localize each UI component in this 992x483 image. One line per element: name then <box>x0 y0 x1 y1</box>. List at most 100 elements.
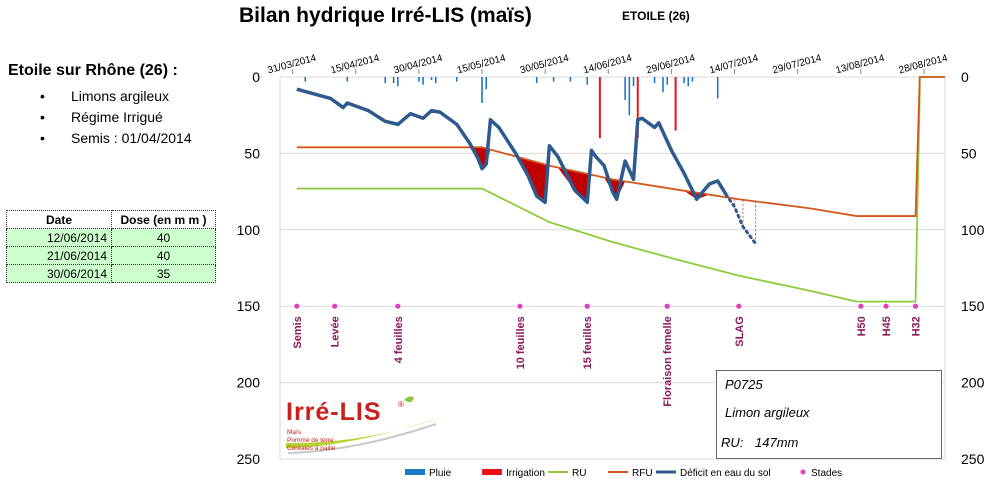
pluie-bar <box>304 77 307 82</box>
stage-label: H50 <box>856 316 868 336</box>
pluie-bar <box>434 77 437 84</box>
stage-label: H32 <box>911 316 923 336</box>
irrigation-bar <box>636 77 639 139</box>
parcel-code: P0725 <box>725 377 763 392</box>
stage-marker <box>517 303 523 309</box>
site-list: Limons argileux Régime Irrigué Semis : 0… <box>8 86 228 149</box>
stage-label: Levée <box>330 316 342 347</box>
pluie-bar <box>346 77 349 82</box>
legend-label: Stades <box>811 468 842 479</box>
station-label: ETOILE (26) <box>622 9 690 23</box>
stage-label: 15 feuilles <box>582 316 594 369</box>
irre-lis-logo: Irré-LIS ® Maïs Pomme de terre Céréales … <box>286 396 456 462</box>
stage-marker <box>736 303 742 309</box>
stage-marker <box>584 303 590 309</box>
table-cell-dose: 35 <box>111 264 216 283</box>
logo-crop-line: Céréales à paille <box>287 445 336 452</box>
pluie-bar <box>418 77 420 82</box>
deficit-line <box>296 87 728 205</box>
pluie-bar <box>552 77 555 82</box>
pluie-bar <box>624 77 626 100</box>
logo-crop-line: Maïs <box>287 429 302 436</box>
site-title: Etoile sur Rhône (26) : <box>8 62 178 79</box>
bar-layer <box>304 77 719 139</box>
pluie-bar <box>481 77 483 103</box>
irrigation-bar <box>598 77 601 139</box>
logo-crops: Maïs Pomme de terre Céréales à paille <box>287 429 335 453</box>
table-cell-dose: 40 <box>111 246 216 265</box>
table-row: 30/06/2014 35 <box>6 264 216 283</box>
pluie-bar <box>485 77 488 90</box>
legend-swatch-irrigation <box>482 469 502 475</box>
y-tick-label-left: 150 <box>237 298 261 314</box>
pluie-bar <box>716 77 719 99</box>
chart-grid <box>279 76 946 460</box>
pluie-bar <box>632 77 635 87</box>
pluie-bar <box>397 77 399 87</box>
stage-label: SLAG <box>734 316 746 347</box>
stage-marker <box>883 303 889 309</box>
pluie-bar <box>666 77 669 85</box>
site-item-regime: Régime Irrigué <box>8 107 228 128</box>
irrigation-table: Date Dose (en m m ) 12/06/2014 40 21/06/… <box>6 210 216 283</box>
legend-swatch-pluie <box>405 469 425 475</box>
pluie-bar <box>687 77 690 87</box>
stages-layer: Semis Levée 4 feuilles 10 feuilles 15 feuill… <box>292 303 923 407</box>
logo-registered-mark: ® <box>398 400 404 409</box>
series-layer <box>296 76 945 303</box>
legend-label: Pluie <box>429 468 452 479</box>
stage-label: Semis <box>292 316 304 348</box>
stage-label: Floraison femelle <box>662 316 674 406</box>
pluie-bar <box>691 77 694 82</box>
pluie-bar <box>586 77 589 85</box>
y-tick-label-left: 100 <box>237 222 261 238</box>
stage-marker <box>294 303 300 309</box>
y-tick-label-left: 0 <box>252 69 260 85</box>
y-tick-label-left: 250 <box>237 451 261 467</box>
logo-crop-line: Pomme de terre <box>287 437 334 444</box>
legend-label: RU <box>572 468 586 479</box>
y-tick-label-right: 50 <box>961 145 977 161</box>
chart-title: Bilan hydrique Irré-LIS (maïs) <box>239 4 532 27</box>
legend-label: RFU <box>632 468 653 479</box>
pluie-bar <box>653 77 656 84</box>
pluie-bar <box>392 77 395 84</box>
logo-swoosh <box>286 396 446 454</box>
chart-legend: Pluie Irrigation RU RFU Déficit en eau du so… <box>405 468 842 479</box>
stage-marker <box>858 303 864 309</box>
logo-name: Irré-LIS <box>286 398 382 426</box>
stage-marker <box>332 303 338 309</box>
stress-fill-layer <box>296 147 757 244</box>
pluie-bar <box>628 77 631 116</box>
soil-info-box: P0725 Limon argileux RU: 147mm <box>716 370 942 459</box>
site-item-sowing: Semis : 01/04/2014 <box>8 128 228 149</box>
stage-marker <box>912 303 919 309</box>
y-tick-label-right: 200 <box>961 375 985 391</box>
irrigation-bar <box>674 77 677 131</box>
y-tick-label-right: 150 <box>961 298 985 314</box>
stage-label: 10 feuilles <box>515 316 527 369</box>
ru-value: 147mm <box>755 435 799 450</box>
y-tick-label-left: 200 <box>237 375 261 391</box>
stage-marker <box>395 303 401 309</box>
pluie-bar <box>430 77 433 81</box>
legend-swatch-stades <box>800 469 806 475</box>
deficit-forecast-line <box>724 193 758 246</box>
pluie-bar <box>535 77 538 84</box>
pluie-bar <box>384 77 387 84</box>
y-tick-label-right: 250 <box>961 451 985 467</box>
table-header-dose: Dose (en m m ) <box>111 210 216 229</box>
y-tick-label-left: 50 <box>244 145 260 161</box>
y-tick-label-right: 100 <box>961 222 985 238</box>
stage-label: H45 <box>881 316 893 336</box>
y-tick-label-right: 0 <box>961 69 969 85</box>
site-item-soil: Limons argileux <box>8 86 228 107</box>
rfu-line <box>296 76 945 217</box>
ru-label: RU: <box>721 435 744 450</box>
pluie-bar <box>683 77 685 84</box>
legend-label: Irrigation <box>506 468 545 479</box>
pluie-bar <box>662 77 664 93</box>
table-cell-date: 30/06/2014 <box>6 264 112 283</box>
pluie-bar <box>569 77 572 82</box>
